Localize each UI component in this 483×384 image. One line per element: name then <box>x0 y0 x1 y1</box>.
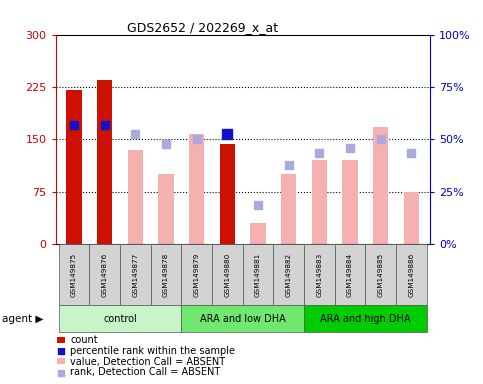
Point <box>224 131 231 137</box>
Bar <box>250 223 266 244</box>
Point <box>285 162 293 168</box>
Point <box>162 141 170 147</box>
FancyBboxPatch shape <box>181 305 304 332</box>
Point <box>57 370 65 376</box>
Text: GSM149880: GSM149880 <box>225 252 230 297</box>
Text: ARA and high DHA: ARA and high DHA <box>320 314 411 324</box>
Point <box>70 122 78 128</box>
Text: GSM149876: GSM149876 <box>101 252 108 297</box>
FancyBboxPatch shape <box>304 244 335 305</box>
Text: GSM149883: GSM149883 <box>316 252 323 297</box>
Point <box>131 131 139 137</box>
Bar <box>281 174 297 244</box>
FancyBboxPatch shape <box>243 244 273 305</box>
Bar <box>342 160 358 244</box>
Point <box>254 202 262 209</box>
Text: agent ▶: agent ▶ <box>2 314 44 324</box>
Point <box>408 150 415 156</box>
FancyBboxPatch shape <box>89 244 120 305</box>
Text: GSM149882: GSM149882 <box>286 252 292 297</box>
FancyBboxPatch shape <box>273 244 304 305</box>
Bar <box>404 192 419 244</box>
Text: control: control <box>103 314 137 324</box>
Bar <box>97 80 113 244</box>
Text: value, Detection Call = ABSENT: value, Detection Call = ABSENT <box>70 357 225 367</box>
Point <box>346 144 354 151</box>
FancyBboxPatch shape <box>396 244 427 305</box>
Point <box>193 136 200 142</box>
Bar <box>128 150 143 244</box>
Text: GSM149886: GSM149886 <box>409 252 414 297</box>
FancyBboxPatch shape <box>120 244 151 305</box>
Text: ARA and low DHA: ARA and low DHA <box>200 314 285 324</box>
Text: percentile rank within the sample: percentile rank within the sample <box>70 346 235 356</box>
Bar <box>66 90 82 244</box>
FancyBboxPatch shape <box>366 244 396 305</box>
Text: GSM149875: GSM149875 <box>71 252 77 297</box>
Point <box>377 136 384 142</box>
Text: GSM149881: GSM149881 <box>255 252 261 297</box>
FancyBboxPatch shape <box>212 244 243 305</box>
Text: GSM149878: GSM149878 <box>163 252 169 297</box>
Text: GSM149877: GSM149877 <box>132 252 138 297</box>
Text: count: count <box>70 335 98 345</box>
Point <box>57 348 65 354</box>
FancyBboxPatch shape <box>335 244 366 305</box>
FancyBboxPatch shape <box>58 305 181 332</box>
Text: GDS2652 / 202269_x_at: GDS2652 / 202269_x_at <box>128 21 278 34</box>
Bar <box>312 160 327 244</box>
Point <box>101 122 109 128</box>
Bar <box>373 127 388 244</box>
Bar <box>57 337 65 343</box>
FancyBboxPatch shape <box>58 244 89 305</box>
Text: GSM149879: GSM149879 <box>194 252 199 297</box>
Text: GSM149885: GSM149885 <box>378 252 384 297</box>
Bar <box>158 174 174 244</box>
FancyBboxPatch shape <box>304 305 427 332</box>
Text: rank, Detection Call = ABSENT: rank, Detection Call = ABSENT <box>70 367 220 377</box>
Bar <box>57 358 65 364</box>
Text: GSM149884: GSM149884 <box>347 252 353 297</box>
FancyBboxPatch shape <box>181 244 212 305</box>
FancyBboxPatch shape <box>151 244 181 305</box>
Point <box>315 150 323 156</box>
Bar <box>189 134 204 244</box>
Bar <box>220 144 235 244</box>
